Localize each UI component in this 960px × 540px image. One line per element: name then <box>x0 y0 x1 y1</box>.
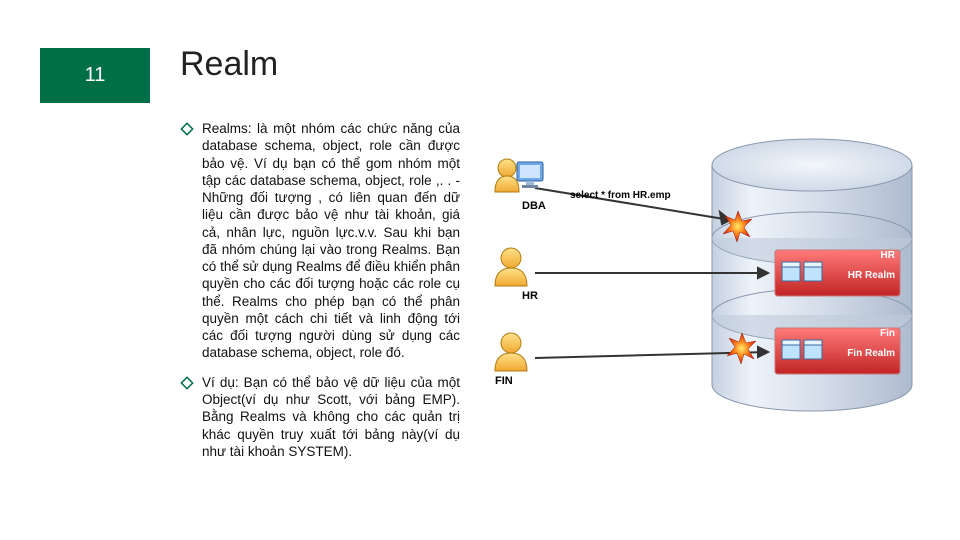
realm-diagram: DBA HR FIN select * from HR.emp HR HR Re… <box>480 110 930 420</box>
hr-user-icon <box>495 248 527 286</box>
page-number: 11 <box>85 64 106 87</box>
diamond-bullet-icon <box>180 122 196 141</box>
page-title: Realm <box>180 45 278 84</box>
hr-realm-title: HR <box>835 250 895 261</box>
bullet-text: Ví dụ: Bạn có thể bảo vệ dữ liệu của một… <box>202 374 460 460</box>
fin-user-icon <box>495 333 527 371</box>
dba-label: DBA <box>522 200 546 212</box>
query-text: select * from HR.emp <box>570 190 671 201</box>
fin-realm-sub: Fin Realm <box>835 348 895 359</box>
list-item: Ví dụ: Bạn có thể bảo vệ dữ liệu của một… <box>180 374 460 460</box>
bullet-text: Realms: là một nhóm các chức năng của da… <box>202 120 460 362</box>
fin-label: FIN <box>495 375 513 387</box>
list-item: Realms: là một nhóm các chức năng của da… <box>180 120 460 362</box>
dba-user-icon <box>495 159 543 192</box>
fin-realm-title: Fin <box>835 328 895 339</box>
page-number-box: 11 <box>40 48 150 103</box>
hr-label: HR <box>522 290 538 302</box>
bullet-list: Realms: là một nhóm các chức năng của da… <box>180 120 460 472</box>
hr-realm-sub: HR Realm <box>835 270 895 281</box>
diamond-bullet-icon <box>180 376 196 395</box>
